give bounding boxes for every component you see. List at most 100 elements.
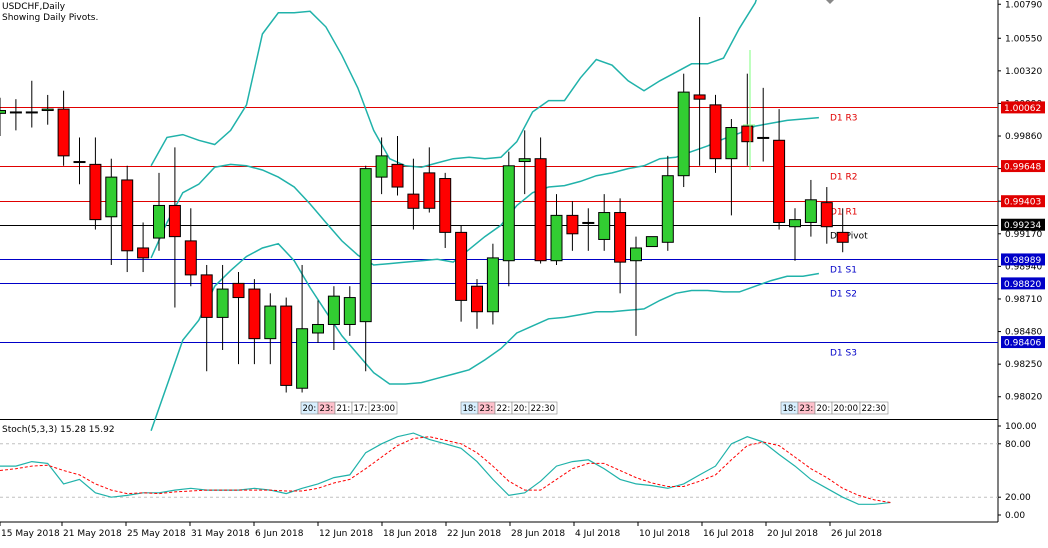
- price-axis-label: 0.99170: [1005, 230, 1042, 240]
- candle-body[interactable]: [296, 328, 309, 389]
- stoch-axis-label: 100.00: [1005, 422, 1037, 432]
- candle-body[interactable]: [789, 219, 801, 228]
- stoch-signal-line: [0, 436, 891, 503]
- candle-body[interactable]: [709, 104, 722, 160]
- pivot-price-tag: [1001, 160, 1045, 173]
- pivot-label-d1-pivot: D1 Pivot: [830, 232, 868, 242]
- candle-body[interactable]: [661, 175, 674, 243]
- candle-body[interactable]: [264, 305, 277, 340]
- candle-body[interactable]: [89, 163, 102, 221]
- candle-body[interactable]: [105, 176, 118, 218]
- session-tag-text: 22:: [497, 404, 511, 414]
- candle-body[interactable]: [216, 288, 229, 318]
- session-tag[interactable]: [528, 401, 558, 415]
- price-axis-label: 1.00790: [1005, 0, 1042, 10]
- candle-body[interactable]: [582, 221, 595, 224]
- bollinger-upper-band: [150, 0, 757, 168]
- session-tag[interactable]: [368, 401, 398, 415]
- candle-body[interactable]: [502, 165, 515, 262]
- date-axis-label: 25 May 2018: [127, 529, 186, 539]
- candle-body[interactable]: [725, 127, 738, 160]
- candle-body[interactable]: [184, 240, 197, 276]
- candle-body[interactable]: [280, 305, 293, 386]
- candle-body[interactable]: [534, 158, 547, 262]
- candle-body[interactable]: [550, 214, 563, 262]
- pivot-label-d1-s2: D1 S2: [830, 290, 857, 300]
- candle-body[interactable]: [836, 231, 849, 243]
- pivot-price-tag: [1001, 336, 1045, 349]
- candle-body[interactable]: [804, 199, 817, 223]
- stoch-axis-label: 0.00: [1005, 511, 1025, 521]
- date-axis-label: 16 Jul 2018: [703, 529, 754, 539]
- candle-body[interactable]: [773, 139, 786, 223]
- session-tag-text: 20:: [817, 404, 831, 414]
- candle-body[interactable]: [407, 193, 420, 209]
- candle-body[interactable]: [677, 91, 690, 177]
- stoch-axis-label: 80.00: [1005, 440, 1031, 450]
- candle-body[interactable]: [248, 288, 261, 340]
- candle-body[interactable]: [518, 158, 531, 163]
- chart-symbol-title: USDCHF,Daily: [2, 2, 66, 12]
- candle-body[interactable]: [375, 155, 388, 178]
- candle-body[interactable]: [630, 247, 642, 262]
- candle-body[interactable]: [423, 172, 436, 209]
- candle-body[interactable]: [153, 204, 165, 239]
- date-axis-label: 15 May 2018: [1, 529, 60, 539]
- candle-body[interactable]: [25, 111, 38, 114]
- price-axis-label: 0.98250: [1005, 360, 1042, 370]
- current-price-tag: [1001, 218, 1045, 231]
- candle-body[interactable]: [359, 168, 372, 323]
- date-axis-label: 22 Jun 2018: [447, 529, 501, 539]
- candle-body[interactable]: [693, 94, 706, 100]
- candle-body[interactable]: [471, 285, 483, 313]
- session-tag[interactable]: [859, 401, 889, 415]
- session-tag-text: 20:: [514, 404, 528, 414]
- session-tag-text: 20:: [303, 404, 317, 414]
- pivot-price-tag: [1001, 253, 1045, 266]
- chart-subtitle: Showing Daily Pivots.: [2, 13, 98, 23]
- session-tag-text: 20:00: [834, 404, 859, 414]
- candle-body[interactable]: [566, 214, 579, 235]
- candle-body[interactable]: [168, 204, 181, 238]
- candle-body[interactable]: [598, 212, 611, 240]
- candle-body[interactable]: [741, 125, 754, 143]
- price-axis-label: 0.98940: [1005, 262, 1042, 272]
- candle-body[interactable]: [614, 212, 627, 263]
- candle-body[interactable]: [232, 282, 245, 299]
- candle-body[interactable]: [200, 274, 213, 318]
- pivot-price-tag-text: 0.99648: [1004, 163, 1041, 173]
- candle-body[interactable]: [121, 179, 134, 252]
- date-axis-label: 20 Jul 2018: [767, 529, 818, 539]
- scroll-marker-icon[interactable]: [826, 0, 834, 4]
- candle-body[interactable]: [757, 136, 770, 139]
- date-axis-label: 6 Jun 2018: [255, 529, 304, 539]
- price-axis-label: 0.98710: [1005, 295, 1042, 305]
- pivot-label-d1-r3: D1 R3: [830, 114, 858, 124]
- candle-body[interactable]: [0, 110, 6, 114]
- candle-body[interactable]: [9, 111, 22, 114]
- candle-body[interactable]: [439, 178, 452, 233]
- candle-body[interactable]: [57, 108, 70, 157]
- price-axis-label: 1.00550: [1005, 34, 1042, 44]
- pivot-price-tag-text: 0.99403: [1004, 198, 1041, 208]
- candle-body[interactable]: [41, 108, 54, 112]
- candle-body[interactable]: [312, 323, 324, 334]
- candle-body[interactable]: [137, 247, 150, 259]
- candle-body[interactable]: [455, 231, 468, 301]
- candle-body[interactable]: [73, 161, 86, 164]
- candle-body[interactable]: [327, 295, 340, 325]
- candle-body[interactable]: [486, 257, 499, 313]
- pivot-label-d1-r1: D1 R1: [830, 208, 858, 218]
- candle-body[interactable]: [645, 236, 658, 248]
- session-tag-text: 23:: [800, 404, 814, 414]
- candle-body[interactable]: [391, 163, 404, 188]
- date-axis-label: 4 Jul 2018: [575, 529, 620, 539]
- candle-body[interactable]: [343, 297, 356, 325]
- session-tag-text: 18:: [783, 404, 797, 414]
- pivot-label-d1-r2: D1 R2: [830, 173, 858, 183]
- session-tag-text: 22:30: [862, 404, 887, 414]
- pivot-price-tag-text: 1.00062: [1004, 104, 1041, 114]
- candle-body[interactable]: [820, 202, 833, 228]
